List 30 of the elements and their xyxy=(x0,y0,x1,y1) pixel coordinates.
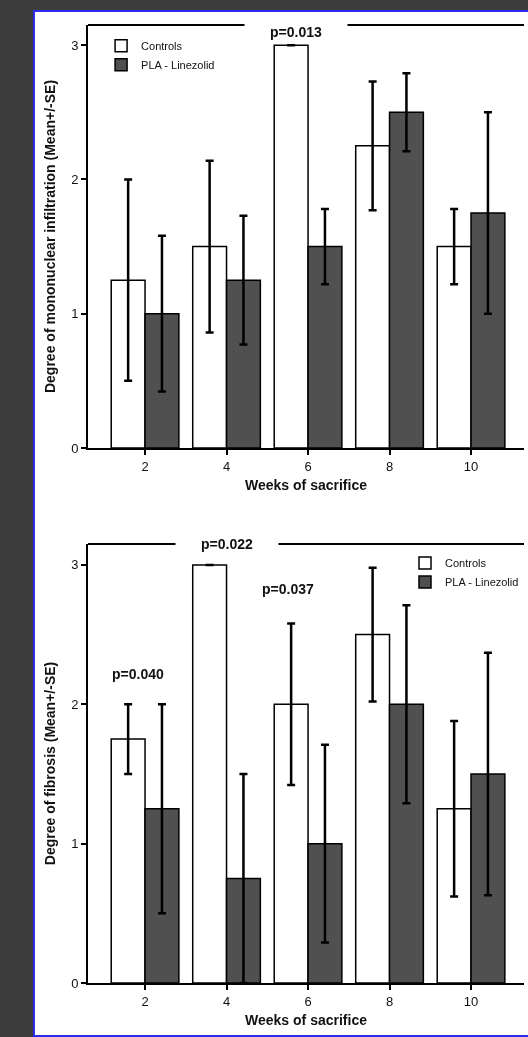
x-tick-label: 2 xyxy=(141,458,149,474)
x-tick-label: 8 xyxy=(385,458,394,474)
y-tick-label: 3 xyxy=(71,37,79,53)
annotation: p=0.040 xyxy=(112,666,164,682)
y-axis-title: Degree of fibrosis (Mean+/-SE) xyxy=(42,661,59,866)
legend-label: Controls xyxy=(445,557,487,570)
y-tick-label: 1 xyxy=(71,306,79,322)
y-tick-label: 3 xyxy=(71,557,79,573)
x-tick-label: 10 xyxy=(463,458,479,474)
legend-label: Controls xyxy=(141,40,183,53)
y-tick-label: 2 xyxy=(71,171,79,187)
legend-label: PLA - Linezolid xyxy=(141,59,215,72)
y-tick-label: 0 xyxy=(71,440,79,456)
y-tick-label: 1 xyxy=(71,836,79,852)
y-tick-label: 0 xyxy=(71,975,79,991)
legend-label: PLA - Linezolid xyxy=(445,576,519,589)
x-tick-label: 2 xyxy=(141,993,149,1009)
x-tick-label: 4 xyxy=(222,993,231,1009)
annotation: p=0.037 xyxy=(262,581,314,597)
x-tick-label: 8 xyxy=(385,993,394,1009)
x-tick-label: 10 xyxy=(463,993,479,1009)
y-axis-title: Degree of mononuclear infiltration (Mean+/-SE) xyxy=(42,79,59,394)
x-tick-label: 6 xyxy=(304,458,312,474)
x-axis-title: Weeks of sacrifice xyxy=(245,1012,368,1029)
x-tick-label: 6 xyxy=(304,993,312,1009)
y-tick-label: 2 xyxy=(71,696,79,712)
x-tick-label: 4 xyxy=(222,458,231,474)
x-axis-title: Weeks of sacrifice xyxy=(245,477,368,494)
annotation: p=0.013 xyxy=(270,24,322,40)
annotation: p=0.022 xyxy=(201,536,253,552)
